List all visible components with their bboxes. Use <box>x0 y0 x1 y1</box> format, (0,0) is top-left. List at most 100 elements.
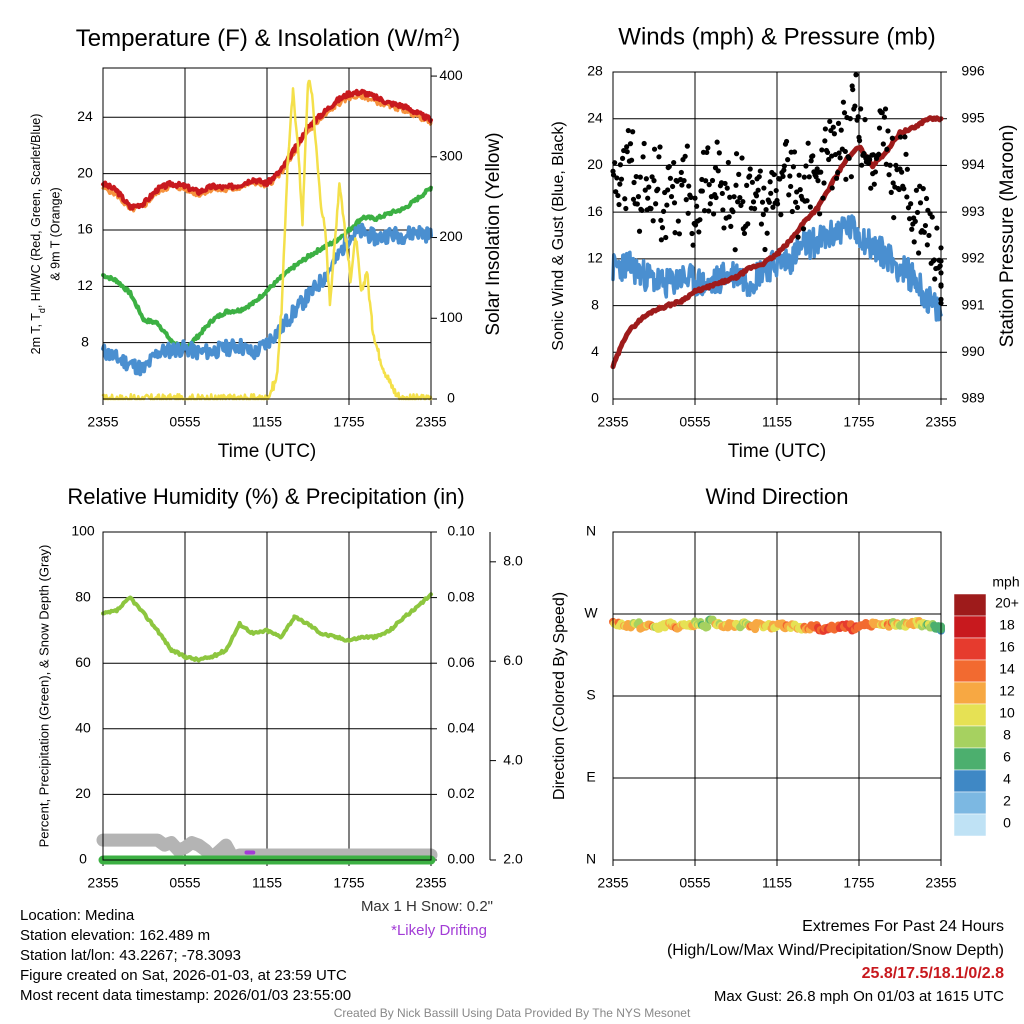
wind-gust-point <box>856 138 863 144</box>
colorbar-label: 20+ <box>995 595 1019 611</box>
wind-gust-point <box>881 114 888 120</box>
temp-series-hi-wc <box>101 222 433 377</box>
wind-gust-point <box>707 201 713 207</box>
wind-gust-point <box>827 118 833 125</box>
temp-y2-tick-label: 100 <box>439 309 463 325</box>
rh-y2-tick-label: 0.04 <box>447 720 474 736</box>
wind-gust-point <box>835 169 841 176</box>
colorbar-swatch <box>953 813 987 837</box>
wind-gust-point <box>653 201 659 207</box>
wind-gust-point <box>771 171 777 178</box>
wind-gust-point <box>896 186 902 193</box>
wind-gust-point <box>705 145 711 151</box>
wind-gust-point <box>701 208 708 214</box>
wind-gust-point <box>756 174 762 180</box>
rh-y-tick-label: 60 <box>75 654 91 670</box>
wind-gust-point <box>876 125 883 131</box>
wind-gust-point <box>902 134 908 140</box>
wind-gust-point <box>846 155 852 161</box>
wind-gust-point <box>722 180 728 187</box>
temp-y2-axis-label: Solar Insolation (Yellow) <box>483 132 504 335</box>
colorbar-label: 6 <box>1003 749 1011 765</box>
wind-gust-point <box>637 174 643 180</box>
wdir-frame <box>612 531 942 861</box>
wind-gust-point <box>870 152 876 158</box>
colorbar-swatch <box>953 681 987 705</box>
wind-gust-point <box>721 225 727 231</box>
rh-y-tick-label: 20 <box>75 785 91 801</box>
wind-gust-point <box>937 263 943 269</box>
wind-gust-point <box>703 178 709 184</box>
colorbar-label: 10 <box>999 705 1015 721</box>
wind-series-sonic-wind <box>611 214 943 322</box>
wind-gust-point <box>792 199 799 205</box>
wind-gust-point <box>681 178 687 184</box>
colorbar-label: 14 <box>999 661 1015 677</box>
wind-gust-point <box>912 218 918 224</box>
wind-gust-point <box>843 176 849 182</box>
colorbar-swatch <box>953 791 987 815</box>
wind-gust-point <box>822 138 828 144</box>
temp-series-td <box>101 185 433 350</box>
wdir-point <box>703 622 712 631</box>
wind-gust-point <box>905 205 912 211</box>
snow-max-label: Max 1 H Snow: 0.2" <box>360 898 493 915</box>
wind-y-tick-label: 16 <box>587 203 603 219</box>
rh-y2-tick-label: 0.08 <box>447 588 474 604</box>
wind-gust-point <box>763 206 769 213</box>
rh-x-tick-label: 1755 <box>333 875 364 891</box>
wind-gust-point <box>640 154 646 160</box>
wind-gust-point <box>909 226 915 232</box>
colorbar-swatch <box>953 703 987 727</box>
wind-gust-point <box>631 179 637 186</box>
wind-gust-point <box>924 242 930 248</box>
wind-gust-point <box>686 183 692 189</box>
wdir-y-tick-label: N <box>586 851 596 867</box>
rh-y-tick-label: 100 <box>71 523 95 539</box>
wind-gust-point <box>797 187 803 193</box>
temp-y2-tick-label: 300 <box>439 148 463 164</box>
wind-gust-point <box>630 129 636 135</box>
wdir-y-tick-label: N <box>586 523 596 539</box>
wind-gust-point <box>682 153 688 159</box>
wind-gust-point <box>699 188 705 194</box>
wind-gust-point <box>725 159 731 166</box>
rh-series-relative-humidity <box>101 592 433 663</box>
wind-gust-point <box>747 166 753 172</box>
wind-gust-point <box>753 193 760 199</box>
wind-y2-tick-label: 991 <box>961 296 985 312</box>
wind-gust-point <box>806 174 812 180</box>
wind-gust-point <box>914 209 921 216</box>
wind-gust-point <box>904 166 910 172</box>
wind-gust-point <box>803 163 809 169</box>
wind-gust-point <box>714 139 720 145</box>
wind-gust-point <box>630 196 637 202</box>
wind-gust-point <box>904 194 910 200</box>
temp-x-tick-label: 1755 <box>333 414 364 430</box>
wind-gust-point <box>745 221 751 227</box>
wind-gust-point <box>613 189 619 195</box>
wind-gust-point <box>625 127 631 134</box>
colorbar-label: 4 <box>1003 771 1011 787</box>
wind-gust-point <box>917 200 924 206</box>
wind-gust-point <box>650 218 656 224</box>
wind-gust-point <box>659 225 666 231</box>
wind-y2-tick-label: 989 <box>961 390 985 406</box>
temp-x-axis-label: Time (UTC) <box>218 441 317 462</box>
rh-y-tick-label: 0 <box>79 851 87 867</box>
wind-gust-point <box>879 110 885 116</box>
wind-gust-point <box>749 179 756 185</box>
wind-gust-point <box>865 160 872 166</box>
wind-gust-point <box>807 204 813 210</box>
temp-y-label-part: 2m T, T <box>29 313 43 355</box>
wind-gust-point <box>848 174 854 180</box>
rh-title: Relative Humidity (%) & Precipitation (i… <box>67 484 464 509</box>
wind-gust-point <box>689 230 695 237</box>
colorbar-swatch <box>953 593 987 617</box>
wind-gust-point <box>774 201 781 207</box>
wind-gust-point <box>926 232 932 239</box>
wind-gust-point <box>641 140 647 147</box>
rh-snow-tick-label: 8.0 <box>503 553 523 569</box>
wind-gust-point <box>636 228 643 234</box>
temp-title-sup: 2 <box>444 25 452 42</box>
